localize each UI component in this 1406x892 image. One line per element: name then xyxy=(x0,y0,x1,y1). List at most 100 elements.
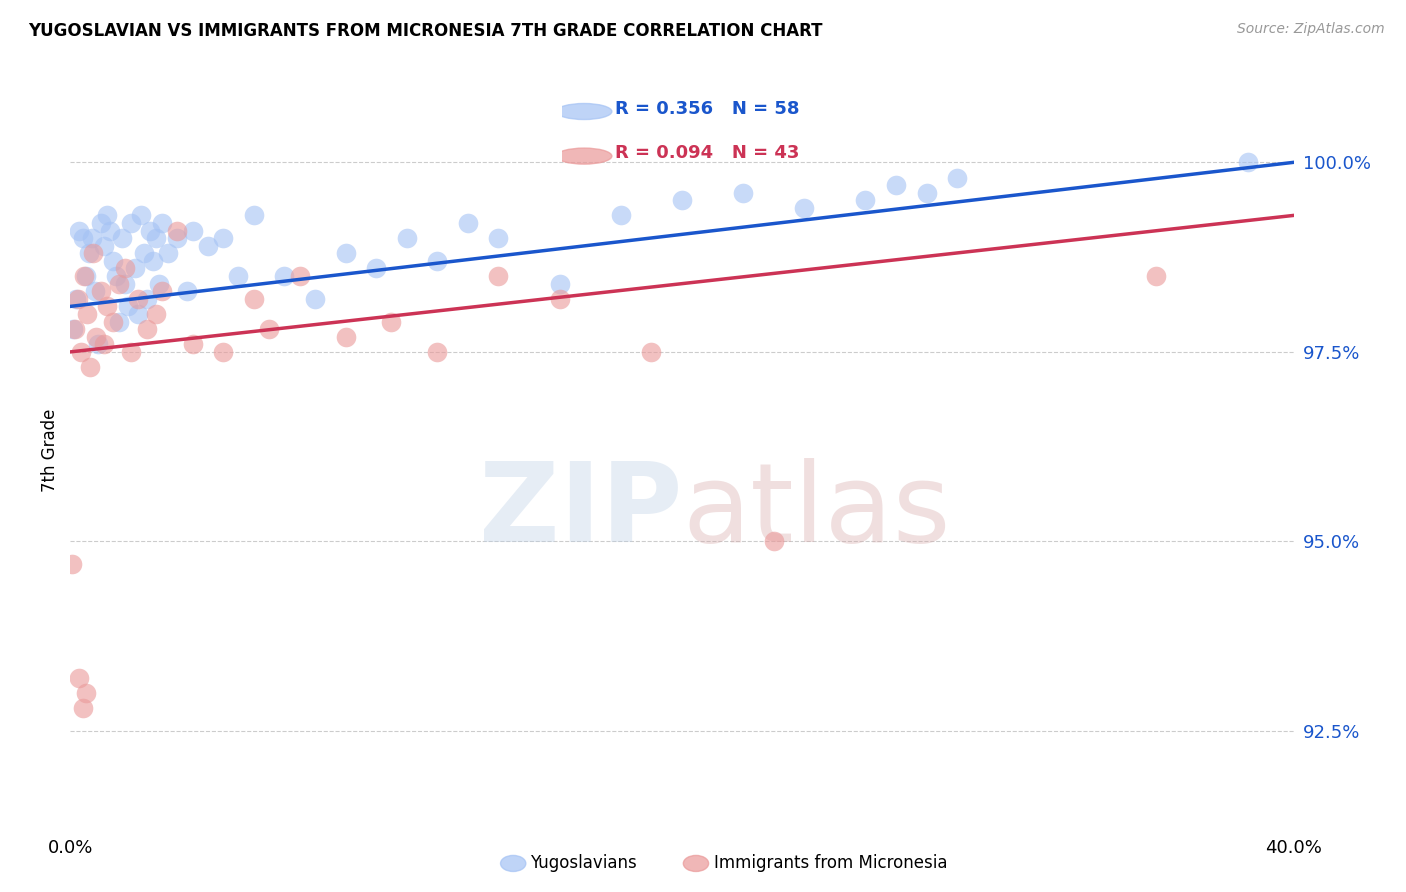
Point xyxy=(426,254,449,268)
Point xyxy=(335,246,357,260)
Point xyxy=(288,269,311,284)
Point xyxy=(762,534,785,549)
Point xyxy=(671,194,693,208)
Point xyxy=(65,292,87,306)
Point xyxy=(166,231,188,245)
Point xyxy=(62,322,84,336)
Point xyxy=(228,269,250,284)
Point xyxy=(75,686,97,700)
Point xyxy=(63,322,86,336)
Text: R = 0.094   N = 43: R = 0.094 N = 43 xyxy=(614,145,800,162)
Point xyxy=(114,277,136,291)
Point xyxy=(148,277,170,291)
Point xyxy=(60,558,83,572)
Point xyxy=(96,300,118,314)
Point xyxy=(135,292,157,306)
Point xyxy=(139,224,162,238)
Point xyxy=(426,345,449,359)
Point xyxy=(77,246,100,260)
Point xyxy=(96,209,118,223)
Point xyxy=(855,194,877,208)
Point xyxy=(150,285,173,299)
Text: R = 0.356   N = 58: R = 0.356 N = 58 xyxy=(614,100,800,118)
Point xyxy=(548,292,571,306)
Point xyxy=(142,254,165,268)
Point xyxy=(395,231,418,245)
Point xyxy=(84,330,107,344)
Text: YUGOSLAVIAN VS IMMIGRANTS FROM MICRONESIA 7TH GRADE CORRELATION CHART: YUGOSLAVIAN VS IMMIGRANTS FROM MICRONESI… xyxy=(28,22,823,40)
Point xyxy=(1236,155,1258,169)
Point xyxy=(111,231,134,245)
Text: Immigrants from Micronesia: Immigrants from Micronesia xyxy=(714,855,948,872)
Text: Source: ZipAtlas.com: Source: ZipAtlas.com xyxy=(1237,22,1385,37)
Point xyxy=(488,231,510,245)
Point xyxy=(127,292,149,306)
Text: Yugoslavians: Yugoslavians xyxy=(530,855,637,872)
Point xyxy=(127,307,149,321)
Point xyxy=(76,307,98,321)
Point xyxy=(145,231,167,245)
Point xyxy=(101,254,124,268)
Point xyxy=(72,701,94,715)
Point xyxy=(793,201,815,215)
Point xyxy=(366,261,388,276)
Point xyxy=(548,277,571,291)
Point xyxy=(145,307,167,321)
Point xyxy=(75,269,97,284)
Point xyxy=(98,224,121,238)
Point xyxy=(212,231,235,245)
Circle shape xyxy=(557,103,612,120)
Point xyxy=(101,315,124,329)
Point xyxy=(181,337,204,351)
Point xyxy=(257,322,280,336)
Point xyxy=(610,209,633,223)
Point xyxy=(114,261,136,276)
Point xyxy=(105,269,128,284)
Point xyxy=(121,345,143,359)
Point xyxy=(946,170,969,185)
Point xyxy=(73,269,96,284)
Point xyxy=(197,239,219,253)
Y-axis label: 7th Grade: 7th Grade xyxy=(41,409,59,492)
Point xyxy=(87,337,110,351)
Point xyxy=(731,186,754,200)
Point xyxy=(93,337,115,351)
Point xyxy=(124,261,146,276)
Point xyxy=(273,269,295,284)
Point xyxy=(243,292,266,306)
Point xyxy=(1144,269,1167,284)
Point xyxy=(457,216,479,230)
Point xyxy=(488,269,510,284)
Point xyxy=(181,224,204,238)
Point xyxy=(66,292,89,306)
Point xyxy=(157,246,180,260)
Point xyxy=(640,345,662,359)
Point xyxy=(243,209,266,223)
Point xyxy=(212,345,235,359)
Circle shape xyxy=(557,148,612,164)
Point xyxy=(380,315,402,329)
Point xyxy=(150,216,173,230)
Point xyxy=(79,360,101,375)
Point xyxy=(90,216,112,230)
Text: ZIP: ZIP xyxy=(478,458,682,565)
Point xyxy=(176,285,198,299)
Point xyxy=(83,285,105,299)
Point xyxy=(304,292,326,306)
Point xyxy=(108,277,131,291)
Text: atlas: atlas xyxy=(682,458,950,565)
Point xyxy=(166,224,188,238)
Point xyxy=(70,345,93,359)
Point xyxy=(335,330,357,344)
Point xyxy=(90,285,112,299)
Point xyxy=(129,209,152,223)
Point xyxy=(69,671,91,685)
Point xyxy=(117,300,139,314)
Point xyxy=(135,322,157,336)
Point xyxy=(80,231,103,245)
Point xyxy=(72,231,94,245)
Point xyxy=(108,315,131,329)
Point xyxy=(93,239,115,253)
Point xyxy=(884,178,907,193)
Point xyxy=(121,216,143,230)
